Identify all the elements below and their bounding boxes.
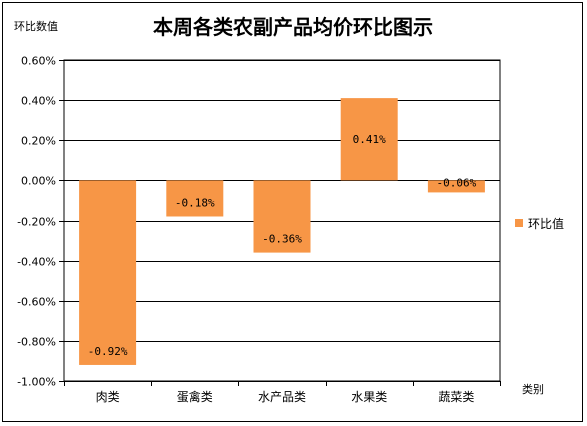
y-ticks: 0.60% 0.40% 0.20% 0.00% -0.20% -0.40% -0.60% -0… [17, 55, 501, 389]
y-tick-label: 0.00% [21, 175, 56, 188]
y-tick-label: 0.60% [21, 55, 56, 68]
legend-label: 环比值 [528, 216, 564, 231]
y-axis-title: 环比数值 [14, 20, 58, 33]
category-label: 蛋禽类 [177, 389, 213, 404]
y-tick-label: -0.40% [17, 256, 56, 269]
bar [166, 180, 224, 217]
bars [79, 98, 485, 365]
category-labels: 肉类 蛋禽类 水产品类 水果类 蔬菜类 [96, 389, 475, 404]
bar [427, 180, 485, 193]
y-tick-label: 0.20% [21, 135, 56, 148]
y-tick-label: -0.60% [17, 296, 56, 309]
data-label: -0.06% [437, 176, 477, 189]
bar [340, 98, 398, 181]
legend-swatch [515, 219, 523, 227]
data-labels: -0.92% -0.18% -0.36% 0.41% -0.06% [88, 133, 477, 358]
category-label: 水产品类 [258, 390, 306, 404]
data-label: -0.92% [88, 345, 128, 358]
y-tick-label: -0.80% [17, 336, 56, 349]
data-label: -0.36% [262, 233, 302, 246]
y-tick-label: 0.40% [21, 95, 56, 108]
category-label: 肉类 [96, 390, 120, 404]
legend: 环比值 [515, 216, 564, 231]
bar [253, 180, 311, 253]
data-label: 0.41% [353, 133, 386, 146]
y-tick-label: -0.20% [17, 216, 56, 229]
bar [79, 180, 137, 365]
category-label: 蔬菜类 [438, 390, 474, 404]
data-label: -0.18% [175, 196, 215, 209]
category-label: 水果类 [351, 390, 387, 404]
chart-title: 本周各类农副产品均价环比图示 [153, 15, 433, 39]
x-axis-title: 类别 [522, 382, 544, 396]
y-tick-label: -1.00% [17, 376, 56, 389]
